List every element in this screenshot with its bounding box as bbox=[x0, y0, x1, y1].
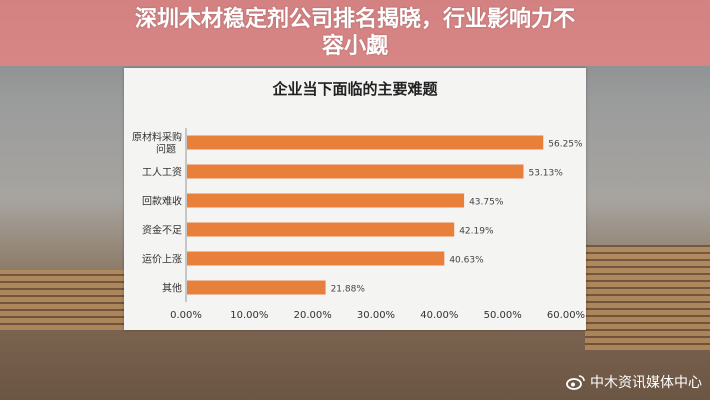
category-label: 运价上涨 bbox=[142, 254, 182, 266]
chart-title: 企业当下面临的主要难题 bbox=[272, 80, 438, 98]
bar-value-label: 56.25% bbox=[548, 140, 583, 150]
x-tick-label: 0.00% bbox=[170, 310, 202, 321]
category-label-cont: 问题 bbox=[156, 143, 176, 156]
watermark-text: 中木资讯媒体中心 bbox=[590, 375, 702, 391]
x-tick-label: 10.00% bbox=[230, 310, 268, 321]
x-tick-label: 30.00% bbox=[357, 310, 395, 321]
bar bbox=[187, 222, 455, 237]
background-lumber-left bbox=[0, 270, 125, 330]
x-tick-label: 50.00% bbox=[484, 310, 522, 321]
category-label: 回款难收 bbox=[142, 195, 182, 208]
bar-value-label: 43.75% bbox=[469, 198, 504, 208]
bar bbox=[187, 280, 326, 295]
weibo-icon bbox=[566, 375, 585, 390]
category-label: 工人工资 bbox=[142, 167, 182, 179]
x-tick-label: 40.00% bbox=[420, 310, 458, 321]
bar-value-label: 42.19% bbox=[459, 227, 494, 237]
bar bbox=[187, 251, 445, 266]
bar-value-label: 21.88% bbox=[331, 285, 366, 295]
category-label: 原材料采购 bbox=[132, 131, 182, 144]
x-tick-label: 60.00% bbox=[547, 310, 585, 321]
background-lumber-right bbox=[585, 245, 710, 350]
category-label: 其他 bbox=[162, 282, 182, 295]
bar-value-label: 53.13% bbox=[528, 169, 563, 179]
watermark: 中木资讯媒体中心 bbox=[566, 372, 702, 392]
headline-banner: 深圳木材稳定剂公司排名揭晓，行业影响力不 容小觑 bbox=[0, 0, 710, 66]
bar bbox=[187, 164, 524, 179]
bar bbox=[187, 193, 465, 208]
x-tick-label: 20.00% bbox=[294, 310, 332, 321]
headline-line-2: 容小觑 bbox=[321, 34, 388, 59]
category-label: 资金不足 bbox=[142, 224, 182, 237]
bar bbox=[187, 135, 544, 150]
headline-line-1: 深圳木材稳定剂公司排名揭晓，行业影响力不 bbox=[134, 7, 575, 32]
bar-value-label: 40.63% bbox=[449, 256, 484, 266]
